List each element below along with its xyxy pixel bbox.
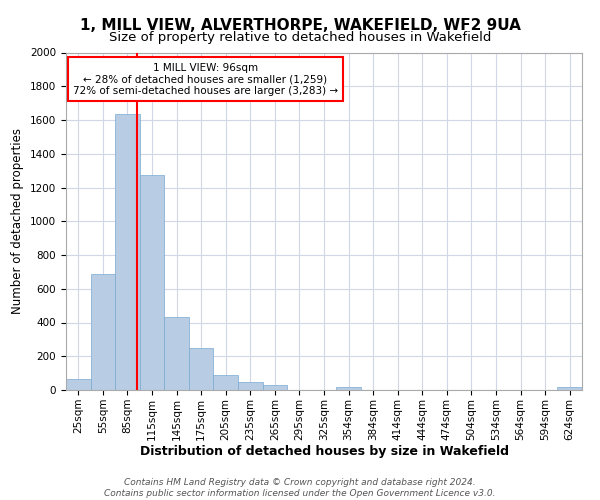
Bar bbox=[140, 175, 164, 390]
Bar bbox=[238, 382, 263, 390]
Y-axis label: Number of detached properties: Number of detached properties bbox=[11, 128, 25, 314]
Bar bbox=[263, 385, 287, 390]
X-axis label: Distribution of detached houses by size in Wakefield: Distribution of detached houses by size … bbox=[139, 446, 509, 458]
Text: 1, MILL VIEW, ALVERTHORPE, WAKEFIELD, WF2 9UA: 1, MILL VIEW, ALVERTHORPE, WAKEFIELD, WF… bbox=[80, 18, 520, 32]
Text: 1 MILL VIEW: 96sqm
← 28% of detached houses are smaller (1,259)
72% of semi-deta: 1 MILL VIEW: 96sqm ← 28% of detached hou… bbox=[73, 62, 338, 96]
Text: Contains HM Land Registry data © Crown copyright and database right 2024.
Contai: Contains HM Land Registry data © Crown c… bbox=[104, 478, 496, 498]
Bar bbox=[336, 388, 361, 390]
Bar bbox=[66, 379, 91, 390]
Text: Size of property relative to detached houses in Wakefield: Size of property relative to detached ho… bbox=[109, 31, 491, 44]
Bar bbox=[115, 114, 140, 390]
Bar bbox=[557, 388, 582, 390]
Bar bbox=[91, 274, 115, 390]
Bar bbox=[189, 348, 214, 390]
Bar bbox=[164, 316, 189, 390]
Bar bbox=[214, 375, 238, 390]
